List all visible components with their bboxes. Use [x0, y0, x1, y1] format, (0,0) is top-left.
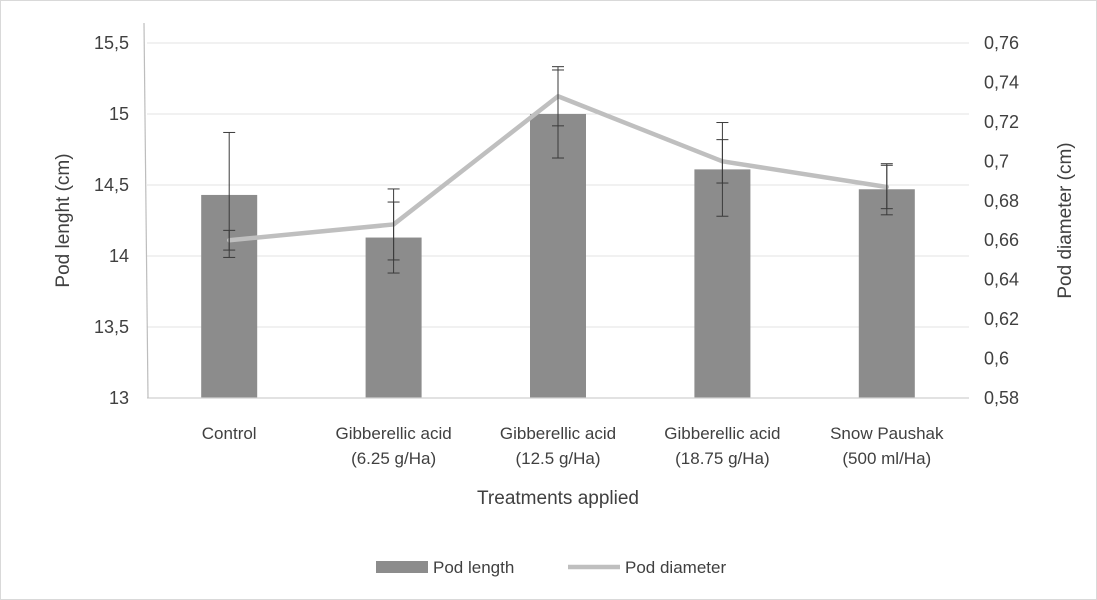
y2-tick-label: 0,6: [984, 349, 1009, 369]
y-tick-label: 14,5: [94, 175, 129, 195]
legend-label-pod-length: Pod length: [433, 558, 514, 577]
x-tick-label: Control: [202, 424, 257, 443]
x-tick-label: Gibberellic acid (6.25 g/Ha): [335, 424, 451, 468]
line-error-bar: [880, 164, 893, 210]
y-tick-label: 13,5: [94, 317, 129, 337]
legend: Pod length Pod diameter: [376, 558, 726, 577]
x-axis-title: Treatments applied: [477, 488, 639, 509]
line-error-bar: [223, 229, 236, 251]
legend-label-pod-diameter: Pod diameter: [625, 558, 726, 577]
x-tick-label: Gibberellic acid (12.5 g/Ha): [500, 424, 616, 468]
y2-tick-label: 0,74: [984, 72, 1019, 92]
y2-axis-title: Pod diameter (cm): [1055, 142, 1076, 298]
y2-tick-label: 0,62: [984, 309, 1019, 329]
y2-tick-label: 0,76: [984, 33, 1019, 53]
line-error-bar: [552, 66, 564, 127]
y-axis-title: Pod lenght (cm): [53, 153, 74, 287]
y2-tick-label: 0,72: [984, 112, 1019, 132]
y-tick-label: 14: [109, 246, 129, 266]
line-error-bar: [387, 188, 400, 261]
y2-tick-label: 0,68: [984, 191, 1019, 211]
y2-tick-label: 0,66: [984, 230, 1019, 250]
x-tick-label: Gibberellic acid (18.75 g/Ha): [664, 424, 780, 468]
x-tick-label: Snow Paushak (500 ml/Ha): [830, 424, 944, 468]
bar: [858, 189, 915, 398]
error-bars: [223, 66, 893, 274]
bar: [530, 114, 586, 398]
y-axis-line: [143, 22, 149, 399]
bar-series: [201, 114, 915, 398]
line-error-bar: [716, 139, 729, 184]
axes: [143, 22, 969, 399]
y-tick-label: 13: [109, 388, 129, 408]
y-tick-label: 15,5: [94, 33, 129, 53]
tick-labels: 13 13,5 14 14,5 15 15,5 0,58 0,6 0,62 0,64 0,66 0,6…: [53, 33, 1076, 509]
y2-tick-label: 0,58: [984, 388, 1019, 408]
y-tick-label: 15: [109, 104, 129, 124]
y2-tick-label: 0,7: [984, 151, 1009, 171]
legend-swatch-pod-length: [376, 561, 428, 573]
y2-tick-label: 0,64: [984, 270, 1019, 290]
